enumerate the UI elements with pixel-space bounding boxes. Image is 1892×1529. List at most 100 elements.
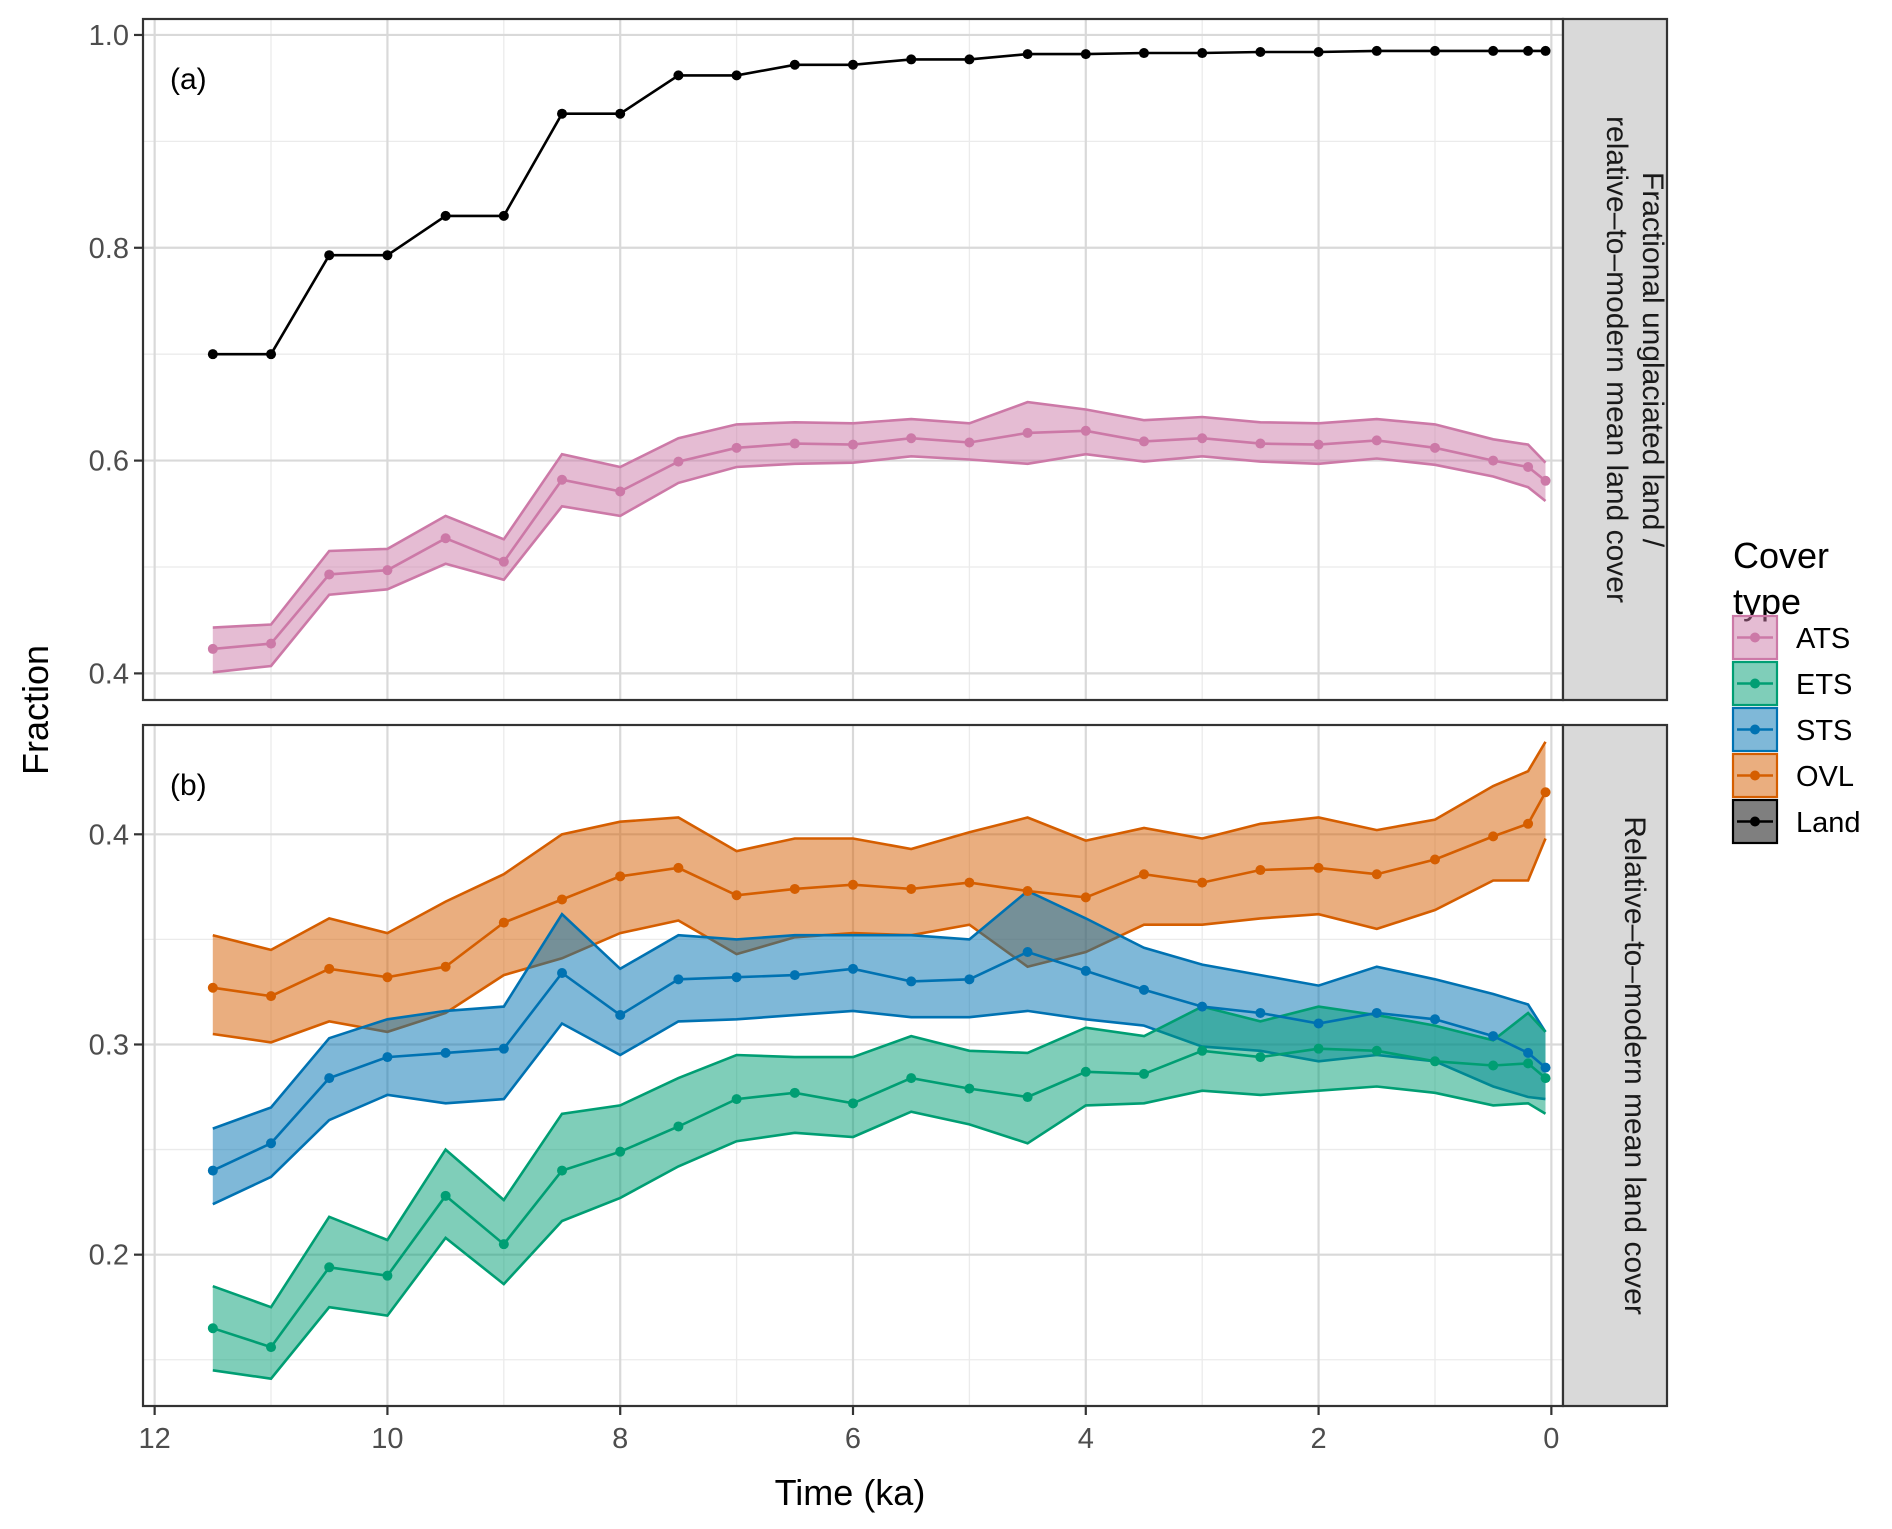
point-sts <box>1022 947 1033 957</box>
point-ovl <box>731 890 742 901</box>
y-tick-label: 0.2 <box>89 1240 129 1272</box>
point-ats <box>848 439 858 450</box>
point-ovl <box>964 877 975 888</box>
point-ats <box>615 486 626 497</box>
point-sts <box>324 1073 335 1084</box>
point-ovl <box>1080 892 1091 903</box>
point-ats <box>1138 436 1149 447</box>
point-land <box>266 349 277 360</box>
legend-key-point <box>1750 770 1760 781</box>
panel-a: (a) 0.4 0.6 0.8 1.0 Fractional unglaciated la… <box>89 17 1669 702</box>
point-ovl <box>1429 854 1440 865</box>
point-ovl <box>1255 865 1266 876</box>
point-ets <box>615 1146 626 1157</box>
point-ets <box>440 1190 451 1201</box>
point-sts <box>615 1010 626 1021</box>
y-tick-label: 1.0 <box>89 20 129 52</box>
point-ovl <box>324 963 335 974</box>
ribbon-sts <box>212 891 1546 1205</box>
point-ats <box>498 556 509 567</box>
point-ets <box>1429 1056 1440 1067</box>
point-sts <box>1540 1062 1551 1073</box>
point-sts <box>1488 1031 1499 1042</box>
point-ets <box>1371 1045 1382 1056</box>
point-land <box>207 349 218 360</box>
point-ets <box>1313 1043 1324 1054</box>
panels: (a) 0.4 0.6 0.8 1.0 Fractional unglaciated la… <box>89 17 1669 1455</box>
point-land <box>498 210 509 221</box>
y-tick-label: 0.6 <box>89 446 129 478</box>
point-sts <box>848 963 858 974</box>
series-layer <box>207 741 1551 1381</box>
ribbon-ovl <box>212 741 1546 1043</box>
ribbon-lower-ats <box>212 452 1547 674</box>
legend-item-ets: ETS <box>1731 660 1852 707</box>
point-ovl <box>440 961 451 972</box>
point-land <box>1197 48 1208 59</box>
point-land <box>1429 45 1440 56</box>
point-ovl <box>207 982 218 993</box>
point-ets <box>1138 1068 1149 1079</box>
point-land <box>324 250 335 261</box>
y-tick-label: 0.4 <box>89 819 129 851</box>
point-ats <box>1371 435 1382 446</box>
point-land <box>1488 45 1499 56</box>
ribbon-upper-sts <box>212 889 1547 1130</box>
point-ats <box>440 533 451 544</box>
point-ets <box>1022 1092 1033 1103</box>
point-ets <box>557 1165 568 1176</box>
point-ats <box>1540 475 1551 486</box>
x-axis-title: Time (ka) <box>775 1472 926 1513</box>
point-ats <box>382 565 393 576</box>
point-ets <box>324 1262 335 1273</box>
point-land <box>964 54 975 65</box>
point-land <box>1371 45 1382 56</box>
point-ats <box>964 437 975 448</box>
legend-key-point <box>1750 678 1760 689</box>
point-land <box>731 70 742 81</box>
point-ovl <box>1313 862 1324 873</box>
point-ats <box>1022 427 1033 438</box>
strip <box>1561 17 1669 702</box>
point-land <box>615 108 626 119</box>
y-axis-title: Fraction <box>15 645 56 775</box>
point-sts <box>964 974 975 985</box>
point-sts <box>1197 1001 1208 1012</box>
strip-label: Fractional unglaciated land / <box>1636 172 1669 548</box>
point-ats <box>1523 461 1534 472</box>
point-sts <box>906 976 917 987</box>
ribbon-lower-ets <box>212 1085 1547 1381</box>
point-land <box>673 70 684 81</box>
point-ets <box>906 1073 917 1084</box>
point-sts <box>1313 1018 1324 1029</box>
point-sts <box>1080 965 1091 976</box>
point-ats <box>1080 425 1091 436</box>
x-tick-label: 0 <box>1543 1423 1559 1455</box>
point-ats <box>1429 442 1440 453</box>
point-ets <box>1197 1045 1208 1056</box>
y-tick-label: 0.8 <box>89 233 129 265</box>
point-land <box>382 250 393 261</box>
legend-key-point <box>1750 632 1760 643</box>
point-land <box>1313 46 1324 57</box>
legend-item-ats: ATS <box>1731 614 1850 661</box>
x-tick-label: 8 <box>612 1423 628 1455</box>
legend-label: Land <box>1796 807 1861 839</box>
point-land <box>1080 49 1091 60</box>
point-ats <box>789 438 800 449</box>
y-tick-label: 0.3 <box>89 1029 129 1061</box>
point-land <box>789 59 800 70</box>
strip <box>1561 723 1669 1408</box>
legend-label: ATS <box>1796 623 1850 655</box>
legend-item-sts: STS <box>1731 706 1852 753</box>
point-ets <box>382 1270 393 1281</box>
point-ats <box>906 433 917 444</box>
ribbon-upper-ovl <box>212 741 1547 952</box>
point-sts <box>382 1052 393 1063</box>
ribbon-ats <box>212 402 1546 673</box>
point-ovl <box>789 883 800 894</box>
point-ovl <box>1371 869 1382 880</box>
point-ats <box>1255 438 1266 449</box>
point-ovl <box>1523 818 1534 829</box>
point-ets <box>673 1121 684 1132</box>
